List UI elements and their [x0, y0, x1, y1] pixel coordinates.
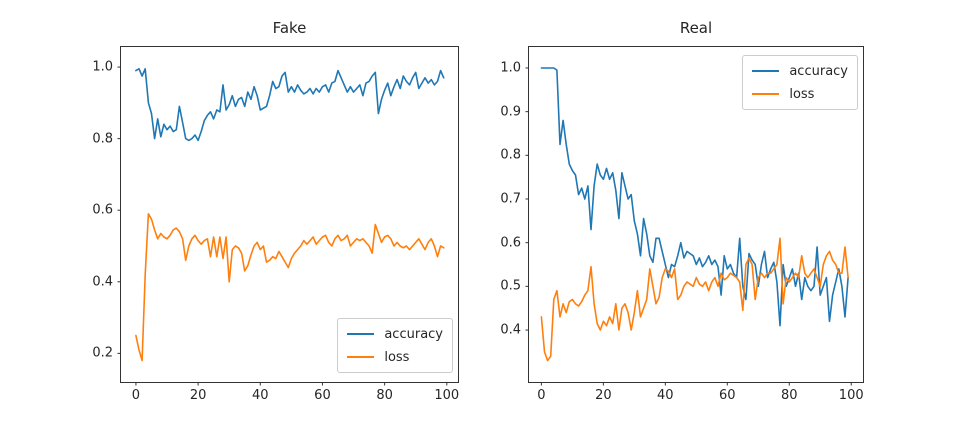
tick-marks	[117, 66, 448, 386]
loss-line-swatch	[347, 355, 375, 359]
xtick-label-fake: 20	[189, 388, 207, 403]
real-loss-line	[540, 237, 849, 362]
legend-label: accuracy	[384, 326, 443, 342]
xtick-label-real: 0	[537, 388, 546, 403]
ytick-label-real: 0.7	[500, 191, 521, 207]
fake-loss-line	[135, 213, 445, 362]
legend-entry-loss: loss	[752, 85, 848, 103]
xtick-label-fake: 60	[314, 388, 331, 403]
xtick-label-fake: 100	[434, 388, 460, 403]
xtick-label-real: 60	[719, 388, 736, 403]
tick-marks	[525, 67, 852, 386]
ytick-label-real: 1.0	[500, 60, 521, 76]
legend-real: accuracy loss	[742, 55, 858, 110]
legend-label: loss	[789, 86, 815, 102]
ytick-label-fake: 0.2	[92, 345, 113, 361]
subplot-fake-title: Fake	[272, 19, 307, 37]
legend-entry-loss: loss	[347, 348, 443, 366]
ytick-label-real: 0.4	[500, 322, 521, 338]
ytick-label-fake: 0.6	[92, 202, 113, 218]
xtick-label-real: 20	[595, 388, 612, 403]
xtick-label-real: 40	[657, 388, 674, 403]
xtick-label-real: 80	[780, 388, 798, 403]
ytick-label-fake: 0.4	[92, 274, 113, 290]
legend-entry-accuracy: accuracy	[752, 62, 848, 80]
subplot-fake-axes: 0 20 40 60 80 100 0.2 0.4 0.6 0.8 1.0 accuracy loss	[92, 46, 459, 402]
xtick-label-fake: 0	[131, 388, 141, 403]
loss-line-swatch	[752, 92, 780, 96]
real-accuracy-line	[540, 67, 849, 327]
ytick-label-fake: 1.0	[92, 59, 113, 75]
ytick-label-real: 0.6	[500, 235, 521, 251]
plot-canvas-real	[525, 67, 852, 386]
legend-label: accuracy	[789, 63, 848, 79]
ytick-label-fake: 0.8	[92, 131, 113, 147]
ytick-label-real: 0.8	[500, 147, 521, 163]
xtick-label-fake: 80	[376, 388, 393, 403]
subplot-real-axes: 0 20 40 60 80 100 0.4 0.5 0.6 0.7 0.8 0.9 1.0 accurac…	[500, 46, 864, 402]
legend-entry-accuracy: accuracy	[347, 325, 443, 343]
legend-fake: accuracy loss	[337, 318, 453, 373]
ytick-label-real: 0.5	[500, 278, 521, 294]
legend-label: loss	[384, 349, 410, 365]
ytick-label-real: 0.9	[500, 104, 521, 120]
accuracy-line-swatch	[752, 69, 780, 73]
fake-accuracy-line	[135, 67, 445, 142]
plot-canvas-fake	[117, 66, 448, 386]
subplot-real-title: Real	[679, 19, 713, 37]
xtick-label-fake: 40	[251, 388, 269, 403]
xtick-label-real: 100	[838, 388, 864, 403]
accuracy-line-swatch	[347, 332, 375, 336]
